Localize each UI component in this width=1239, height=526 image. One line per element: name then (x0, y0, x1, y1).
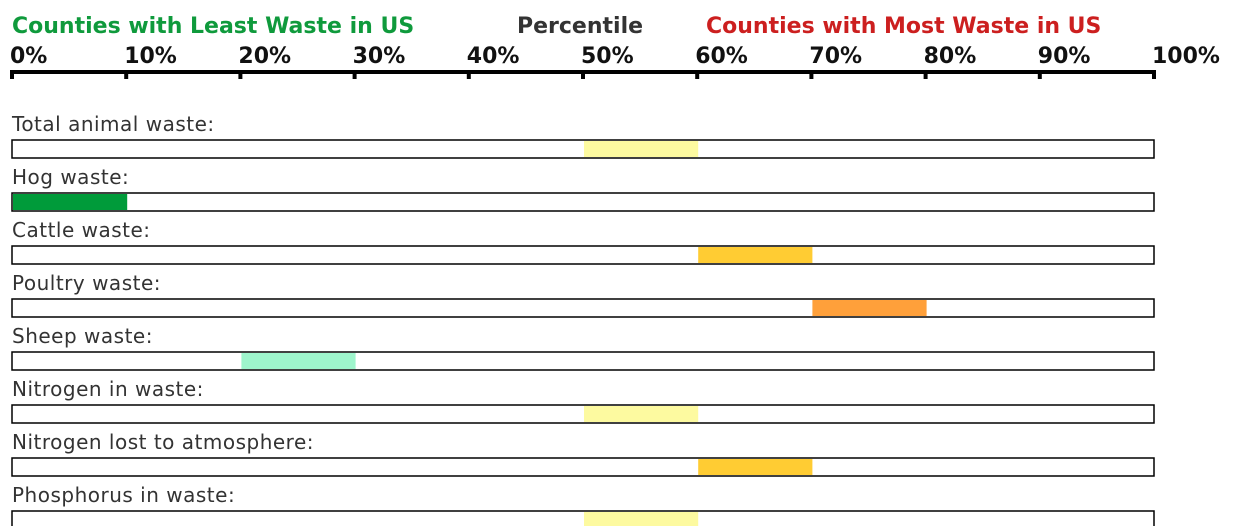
percentile-band (698, 459, 813, 475)
track (11, 192, 1155, 212)
track (11, 139, 1155, 159)
track (11, 298, 1155, 318)
row-label: Nitrogen in waste: (12, 377, 204, 401)
percentile-band (698, 247, 813, 263)
percentile-band (241, 353, 356, 369)
percentile-band (584, 406, 699, 422)
row-label: Cattle waste: (12, 218, 151, 242)
row-label: Phosphorus in waste: (12, 483, 235, 507)
x-tick-label: 20% (238, 44, 291, 69)
row-label: Total animal waste: (11, 112, 215, 136)
row-label: Hog waste: (12, 165, 129, 189)
percentile-band (13, 194, 128, 210)
x-tick-label: 100% (1152, 44, 1220, 69)
x-tick-label: 70% (809, 44, 862, 69)
x-tick-label: 60% (695, 44, 748, 69)
center-title: Percentile (517, 14, 643, 39)
row-label: Nitrogen lost to atmosphere: (12, 430, 314, 454)
x-tick-label: 40% (467, 44, 520, 69)
track (11, 245, 1155, 265)
right-title: Counties with Most Waste in US (706, 14, 1101, 39)
percentile-band (812, 300, 927, 316)
left-title: Counties with Least Waste in US (12, 14, 414, 39)
x-tick-label: 90% (1038, 44, 1091, 69)
x-tick-label: 0% (10, 44, 47, 69)
track (11, 404, 1155, 424)
track (11, 351, 1155, 371)
x-tick-label: 30% (353, 44, 406, 69)
x-tick-label: 10% (124, 44, 177, 69)
percentile-band (584, 141, 699, 157)
x-tick-label: 50% (581, 44, 634, 69)
row-label: Poultry waste: (12, 271, 161, 295)
track (11, 510, 1155, 526)
track (11, 457, 1155, 477)
percentile-band (584, 512, 699, 526)
x-tick-label: 80% (924, 44, 977, 69)
row-label: Sheep waste: (12, 324, 153, 348)
